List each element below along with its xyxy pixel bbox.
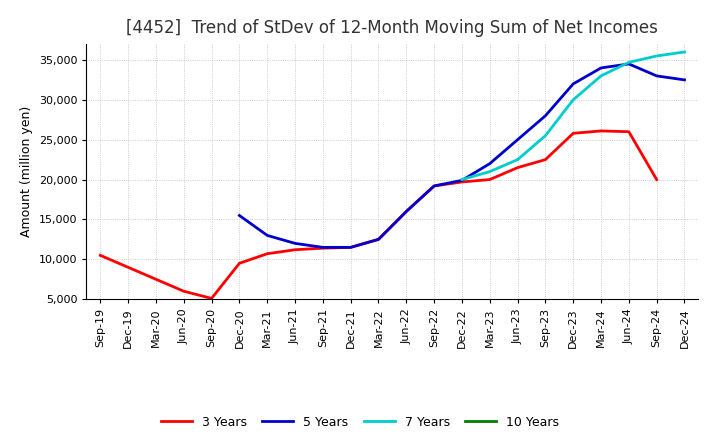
3 Years bbox=[207, 296, 216, 301]
5 Years bbox=[318, 245, 327, 250]
3 Years bbox=[346, 245, 355, 250]
3 Years bbox=[458, 180, 467, 185]
7 Years bbox=[458, 177, 467, 182]
3 Years bbox=[597, 128, 606, 134]
Line: 5 Years: 5 Years bbox=[239, 64, 685, 247]
3 Years bbox=[124, 265, 132, 270]
7 Years bbox=[680, 49, 689, 55]
5 Years bbox=[374, 237, 383, 242]
3 Years bbox=[179, 289, 188, 294]
5 Years bbox=[680, 77, 689, 83]
3 Years bbox=[263, 251, 271, 257]
3 Years bbox=[291, 247, 300, 253]
3 Years bbox=[152, 277, 161, 282]
3 Years bbox=[652, 177, 661, 182]
3 Years bbox=[318, 246, 327, 251]
5 Years bbox=[458, 178, 467, 183]
3 Years bbox=[624, 129, 633, 134]
7 Years bbox=[541, 133, 550, 138]
3 Years bbox=[96, 253, 104, 258]
Line: 3 Years: 3 Years bbox=[100, 131, 657, 298]
Line: 7 Years: 7 Years bbox=[462, 52, 685, 180]
Title: [4452]  Trend of StDev of 12-Month Moving Sum of Net Incomes: [4452] Trend of StDev of 12-Month Moving… bbox=[127, 19, 658, 37]
3 Years bbox=[235, 260, 243, 266]
3 Years bbox=[541, 157, 550, 162]
3 Years bbox=[430, 183, 438, 189]
5 Years bbox=[652, 73, 661, 78]
5 Years bbox=[263, 233, 271, 238]
7 Years bbox=[624, 60, 633, 65]
5 Years bbox=[513, 137, 522, 142]
5 Years bbox=[569, 81, 577, 87]
7 Years bbox=[597, 73, 606, 78]
7 Years bbox=[513, 157, 522, 162]
Legend: 3 Years, 5 Years, 7 Years, 10 Years: 3 Years, 5 Years, 7 Years, 10 Years bbox=[156, 411, 564, 434]
7 Years bbox=[569, 97, 577, 103]
5 Years bbox=[402, 209, 410, 214]
7 Years bbox=[485, 169, 494, 174]
5 Years bbox=[624, 61, 633, 66]
5 Years bbox=[485, 161, 494, 166]
5 Years bbox=[346, 245, 355, 250]
3 Years bbox=[485, 177, 494, 182]
Y-axis label: Amount (million yen): Amount (million yen) bbox=[20, 106, 33, 237]
3 Years bbox=[513, 165, 522, 170]
3 Years bbox=[569, 131, 577, 136]
5 Years bbox=[235, 213, 243, 218]
7 Years bbox=[652, 53, 661, 59]
3 Years bbox=[402, 209, 410, 214]
5 Years bbox=[597, 65, 606, 70]
5 Years bbox=[291, 241, 300, 246]
5 Years bbox=[541, 113, 550, 118]
3 Years bbox=[374, 237, 383, 242]
5 Years bbox=[430, 183, 438, 189]
